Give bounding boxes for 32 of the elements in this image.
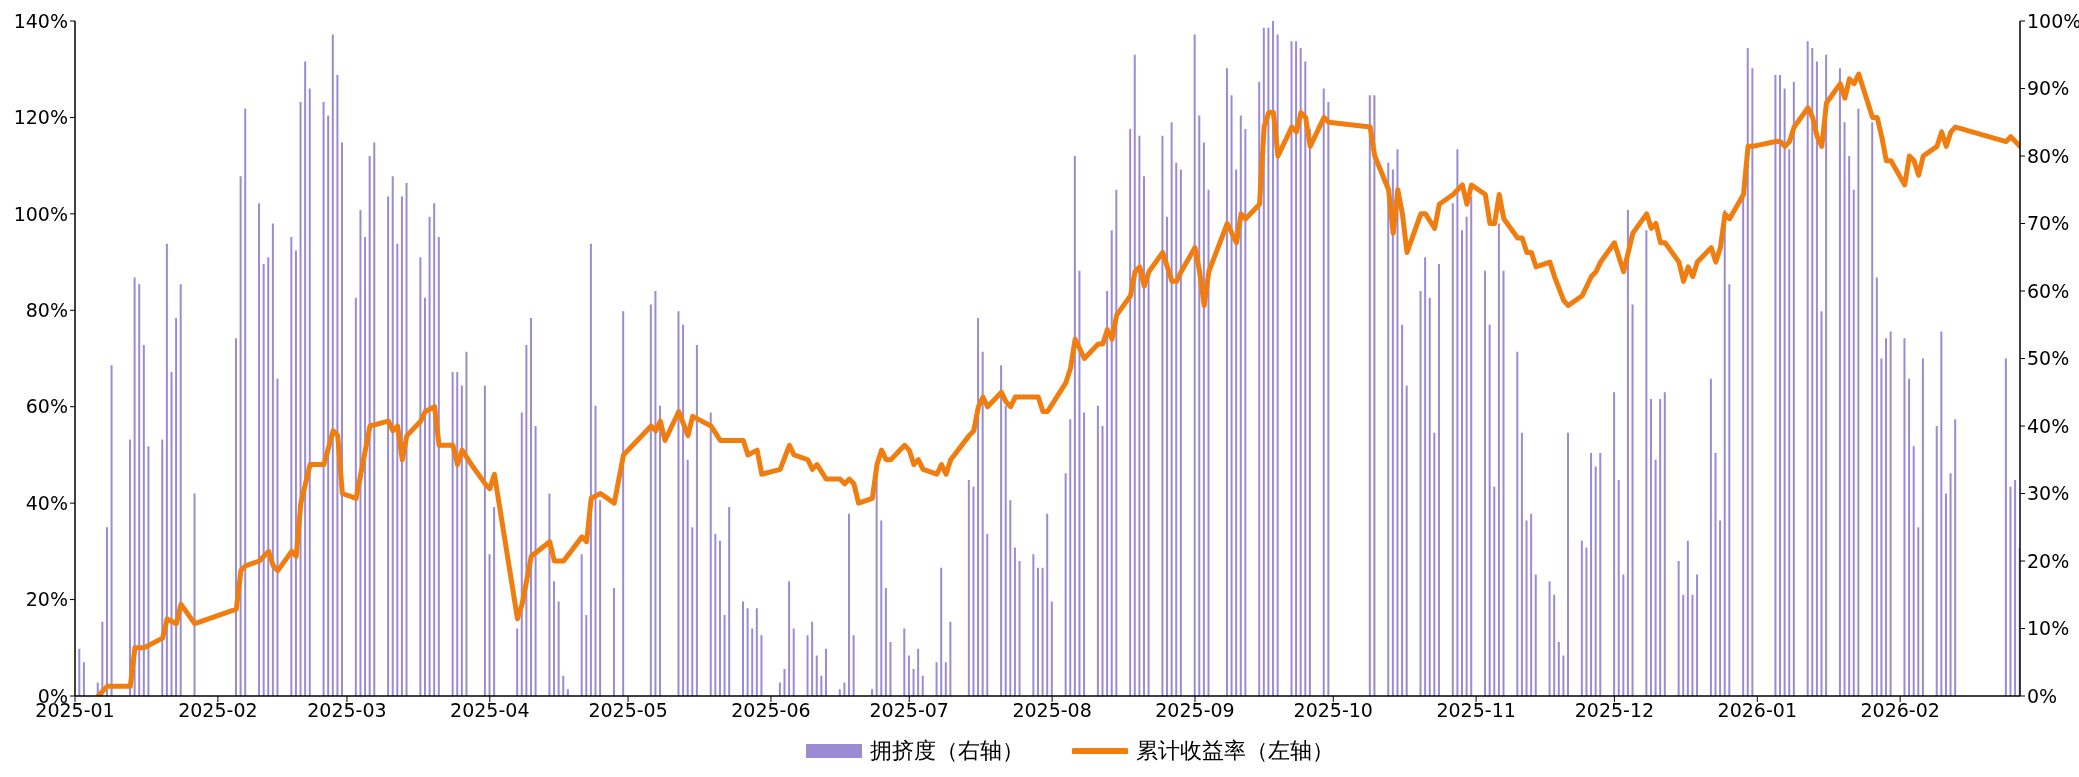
y-tick-label: 140% — [13, 9, 68, 32]
y2-tick-label: 30% — [2027, 482, 2070, 505]
y2-tick-label: 90% — [2027, 77, 2070, 100]
x-tick-label: 2025-11 — [1436, 699, 1516, 722]
x-tick-label: 2025-04 — [450, 699, 530, 722]
y2-tick-label: 70% — [2027, 212, 2070, 235]
y2-tick-label: 80% — [2027, 144, 2070, 167]
y2-tick-label: 50% — [2027, 347, 2070, 370]
x-tick-label: 2025-05 — [588, 699, 668, 722]
x-tick-label: 2026-01 — [1717, 699, 1797, 722]
legend-label: 拥挤度（右轴） — [869, 737, 1024, 765]
x-tick-label: 2025-12 — [1574, 699, 1655, 722]
y2-tick-label: 0% — [2027, 684, 2058, 707]
y-tick-label: 60% — [25, 395, 68, 418]
y2-tick-label: 40% — [2027, 414, 2070, 437]
x-tick-label: 2025-06 — [731, 699, 811, 722]
x-tick-label: 2025-10 — [1293, 699, 1373, 722]
x-tick-label: 2025-07 — [869, 699, 949, 722]
y-tick-label: 80% — [25, 299, 68, 322]
y-tick-label: 40% — [25, 491, 68, 514]
y-tick-label: 100% — [13, 202, 68, 225]
y-tick-label: 20% — [25, 588, 68, 611]
x-tick-label: 2025-09 — [1155, 699, 1235, 722]
y2-tick-label: 10% — [2027, 617, 2070, 640]
y2-tick-label: 60% — [2027, 279, 2070, 302]
x-tick-label: 2025-03 — [307, 699, 387, 722]
y2-tick-label: 20% — [2027, 549, 2070, 572]
y-tick-label: 120% — [13, 106, 68, 129]
x-tick-label: 2025-08 — [1012, 699, 1092, 722]
legend-label: 累计收益率（左轴） — [1135, 737, 1334, 765]
x-tick-label: 2025-02 — [178, 699, 258, 722]
x-tick-label: 2026-02 — [1860, 699, 1940, 722]
